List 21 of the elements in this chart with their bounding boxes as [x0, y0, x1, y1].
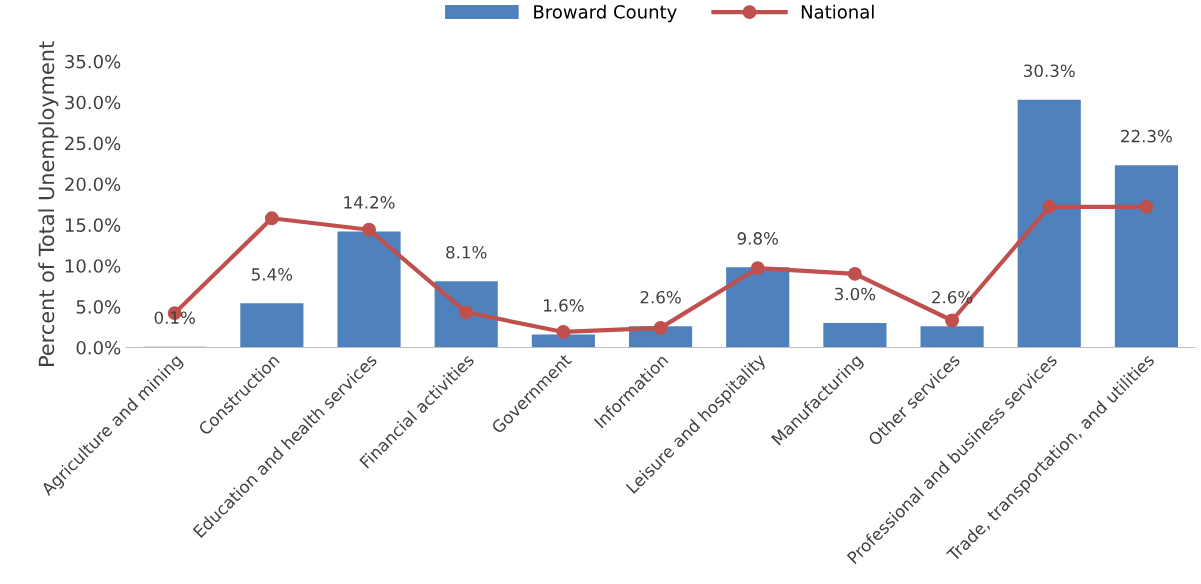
data-label: 9.8% [737, 232, 778, 245]
data-label: 22.3% [1121, 129, 1172, 143]
y-tick-label: 20.0% [65, 177, 121, 192]
y-tick-label: 10.0% [65, 259, 121, 273]
data-label: 14.2% [344, 196, 395, 209]
data-label: 0.1% [154, 311, 195, 324]
data-label: 30.3% [1024, 64, 1075, 78]
legend-label: National [801, 4, 874, 19]
data-label: 3.0% [834, 287, 876, 301]
y-axis-title: Percent of Total Unemployment [38, 41, 59, 366]
legend-label: Broward County [534, 4, 677, 23]
data-label: 1.6% [544, 299, 584, 312]
y-tick-label: 30.0% [65, 95, 121, 110]
y-tick-label: 0.0% [76, 340, 121, 355]
y-tick-label: 35.0% [65, 54, 121, 69]
y-tick-label: 25.0% [65, 136, 121, 151]
data-label: 2.6% [640, 290, 681, 304]
y-tick-label: 5.0% [76, 300, 121, 314]
data-label: 8.1% [446, 245, 487, 259]
y-tick-label: 15.0% [65, 218, 121, 232]
data-label: 5.4% [251, 268, 293, 281]
